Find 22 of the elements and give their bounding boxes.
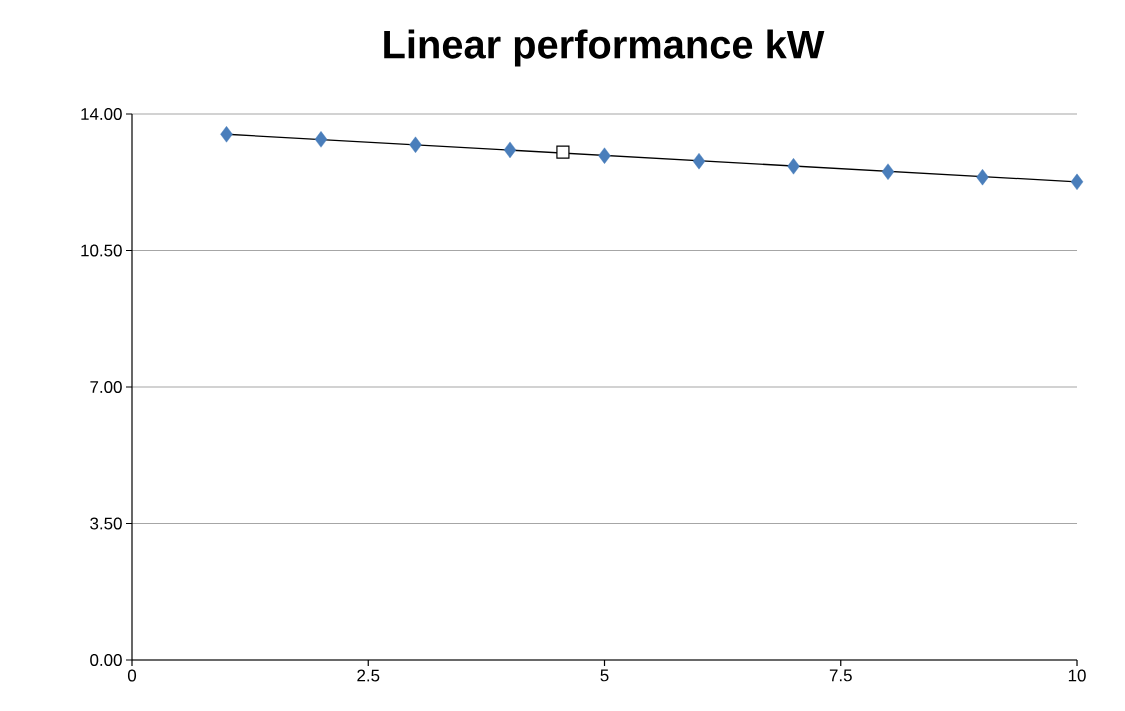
point [787, 158, 800, 175]
x-tick-label: 0 [127, 669, 137, 682]
y-tick-label: 7.00 [90, 381, 122, 393]
x-tick-label: 10 [1068, 669, 1086, 682]
point [314, 131, 328, 148]
point [503, 141, 517, 159]
point [220, 126, 233, 143]
y-tick-label: 3.50 [90, 517, 122, 530]
point [976, 168, 989, 186]
y-tick-label: 14.00 [81, 108, 122, 120]
point [1070, 173, 1084, 191]
point [409, 136, 422, 153]
y-tick-label: 0.00 [90, 654, 122, 666]
point [692, 152, 706, 170]
chart-title: Linear performance kW [384, 29, 825, 67]
point [881, 163, 895, 180]
x-tick-label: 7.5 [829, 669, 852, 682]
y-tick-label: 10.50 [81, 244, 122, 257]
point [598, 147, 611, 164]
x-tick-label: 5 [600, 669, 609, 682]
point [556, 145, 570, 159]
x-tick-label: 2.5 [357, 669, 380, 682]
